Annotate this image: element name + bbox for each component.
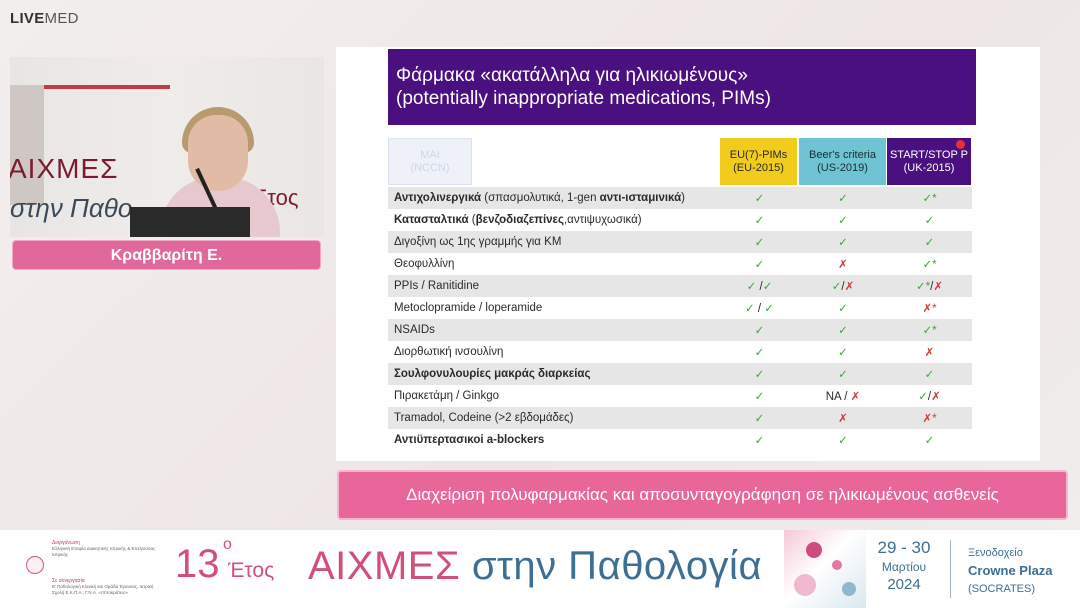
video-banner-text: ΑΙΧΜΕΣ — [10, 153, 119, 184]
eu-mark: ✓ — [754, 347, 765, 359]
beers-mark: ✗ — [838, 259, 848, 271]
beers-mark: ✓ — [838, 193, 848, 205]
drug-name: Κατασταλτικά (βενζοδιαζεπίνες,αντιψυχωσι… — [394, 214, 642, 226]
start-mark: ✓*/✗ — [916, 281, 943, 293]
beers-mark: ✓ — [838, 237, 848, 249]
table-row: Tramadol, Codeine (>2 εβδομάδες) ✓ ✗ ✗* — [388, 407, 972, 429]
drug-name: Θεοφυλλίνη — [394, 258, 455, 270]
beers-mark: NA / ✗ — [825, 391, 861, 403]
start-mark: ✓ — [924, 215, 935, 227]
table-row: Θεοφυλλίνη ✓ ✗ ✓* — [388, 253, 972, 275]
decorative-pattern — [784, 530, 866, 608]
beers-mark: ✓ — [838, 369, 848, 381]
start-mark: ✗* — [922, 413, 937, 425]
slide-title-line-1: Φάρμακα «ακατάλληλα για ηλικιωμένους» — [396, 65, 748, 86]
conference-title: ΑΙΧΜΕΣ στην Παθολογία — [308, 544, 763, 588]
session-caption: Διαχείριση πολυφαρμακίας και αποσυνταγογ… — [337, 470, 1068, 520]
table-row: NSAIDs ✓ ✓ ✓* — [388, 319, 972, 341]
start-mark: ✗* — [922, 303, 937, 315]
table-row: PPIs / Ranitidine ✓ /✓ ✓/✗ ✓*/✗ — [388, 275, 972, 297]
drug-name: NSAIDs — [394, 324, 435, 336]
drug-name: Σουλφονυλουρίες μακράς διαρκείας — [394, 368, 591, 380]
table-row: Αντιχολινεργικά (σπασμολυτικά, 1-gen αντ… — [388, 187, 972, 209]
eu-mark: ✓ / ✓ — [745, 303, 774, 315]
table-row: Metoclopramide / loperamide ✓ / ✓ ✓ ✗* — [388, 297, 972, 319]
speaker-face — [188, 115, 248, 191]
drug-name: Αντιϋπερτασικοί a-blockers — [394, 434, 545, 446]
eu-mark: ✓ — [754, 259, 765, 271]
header-beers-criteria: Beer's criteria (US-2019) — [799, 138, 886, 185]
table-row: Διορθωτική ινσουλίνη ✓ ✓ ✗ — [388, 341, 972, 363]
start-mark: ✓* — [922, 325, 937, 337]
eu-mark: ✓ /✓ — [746, 281, 773, 293]
table-row: Κατασταλτικά (βενζοδιαζεπίνες,αντιψυχωσι… — [388, 209, 972, 231]
header-eu-pims: EU(7)-PIMs (EU-2015) — [720, 138, 797, 185]
table-row: Αντιϋπερτασικοί a-blockers ✓ ✓ ✓ — [388, 429, 972, 451]
beers-mark: ✓ — [838, 325, 848, 337]
start-mark: ✗ — [924, 347, 935, 359]
drug-name: Διγοξίνη ως 1ης γραμμής για ΚΜ — [394, 236, 562, 248]
beers-mark: ✗ — [838, 413, 848, 425]
start-mark: ✓* — [922, 193, 937, 205]
table-row: Διγοξίνη ως 1ης γραμμής για ΚΜ ✓ ✓ ✓ — [388, 231, 972, 253]
venue: Ξενοδοχείο Crowne Plaza (SOCRATES) — [968, 547, 1053, 595]
beers-mark: ✓ — [838, 435, 848, 447]
criteria-table: Αντιχολινεργικά (σπασμολυτικά, 1-gen αντ… — [388, 187, 972, 451]
start-mark: ✓* — [922, 259, 937, 271]
table-row: Σουλφονυλουρίες μακράς διαρκείας ✓ ✓ ✓ — [388, 363, 972, 385]
eu-mark: ✓ — [754, 391, 765, 403]
speaker-video: ΑΙΧΜΕΣ στην Παθο 13 Έτος — [10, 57, 324, 237]
start-mark: ✓ — [924, 435, 935, 447]
slide-title-line-2: (potentially inappropriate medications, … — [396, 88, 771, 109]
drug-name: Αντιχολινεργικά (σπασμολυτικά, 1-gen αντ… — [394, 192, 685, 204]
eu-mark: ✓ — [754, 413, 765, 425]
table-row: Πιρακετάμη / Ginkgo ✓ NA / ✗ ✓/✗ — [388, 385, 972, 407]
conference-footer: Διοργάνωση Ελληνική Εταιρία Διοικητικής … — [0, 530, 1080, 608]
eu-mark: ✓ — [754, 325, 765, 337]
drug-name: Metoclopramide / loperamide — [394, 302, 543, 314]
beers-mark: ✓ — [838, 347, 848, 359]
drug-name: Πιρακετάμη / Ginkgo — [394, 390, 499, 402]
slide-title: Φάρμακα «ακατάλληλα για ηλικιωμένους» (p… — [388, 49, 976, 125]
header-mai: MAI (NCCN) — [388, 138, 472, 185]
eu-mark: ✓ — [754, 215, 765, 227]
conference-dates: 29 - 30 Μαρτίου 2024 — [877, 538, 931, 593]
society-seal-icon — [26, 556, 44, 574]
drug-name: Διορθωτική ινσουλίνη — [394, 346, 504, 358]
pointer-dot — [956, 140, 965, 149]
laptop — [130, 207, 250, 237]
beers-mark: ✓ — [838, 303, 848, 315]
drug-name: PPIs / Ranitidine — [394, 280, 480, 292]
divider — [950, 540, 951, 598]
eu-mark: ✓ — [754, 237, 765, 249]
start-mark: ✓ — [924, 369, 935, 381]
livemed-logo: LIVEMED — [10, 10, 79, 27]
drug-name: Tramadol, Codeine (>2 εβδομάδες) — [394, 412, 574, 424]
presentation-slide: Φάρμακα «ακατάλληλα για ηλικιωμένους» (p… — [336, 47, 1040, 461]
beers-mark: ✓ — [838, 215, 848, 227]
start-mark: ✓/✗ — [918, 391, 941, 403]
speaker-name-label: Κραββαρίτη Ε. — [12, 240, 321, 270]
video-banner-text-2: στην Παθο — [10, 193, 133, 223]
header-start-stopp: START/STOP P (UK-2015) — [887, 138, 971, 185]
eu-mark: ✓ — [754, 193, 765, 205]
beers-mark: ✓/✗ — [831, 281, 855, 293]
eu-mark: ✓ — [754, 369, 765, 381]
start-mark: ✓ — [924, 237, 935, 249]
eu-mark: ✓ — [754, 435, 765, 447]
edition-number: 13 o Έτος — [175, 536, 275, 586]
